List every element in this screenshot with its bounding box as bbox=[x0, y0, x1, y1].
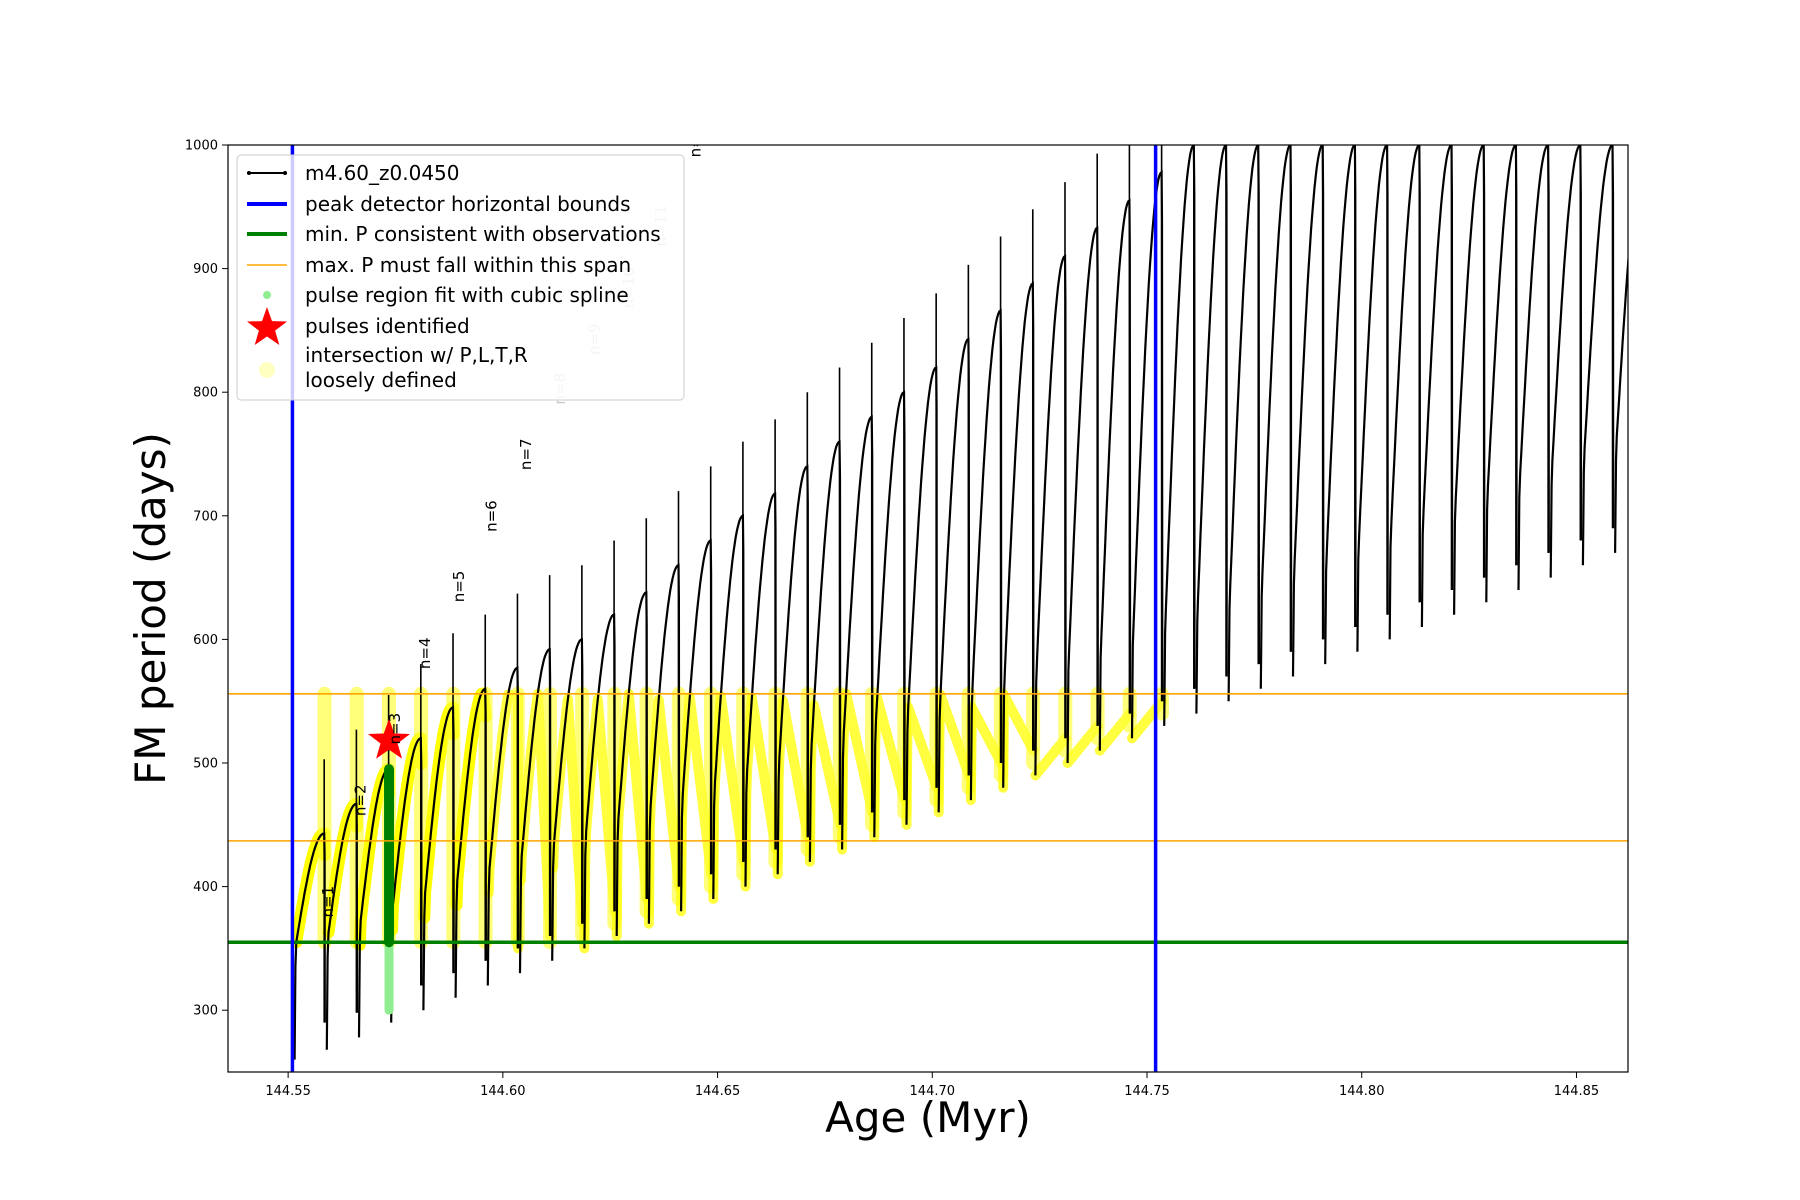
track-cycle-16 bbox=[776, 464, 810, 875]
track-cycle-36 bbox=[1420, 145, 1454, 628]
pulse-star bbox=[368, 718, 410, 759]
track-cycle-1 bbox=[293, 832, 326, 1060]
track-cycle-30 bbox=[1227, 145, 1260, 702]
x-tick-label-6: 144.80 bbox=[1339, 1084, 1385, 1099]
track-cycle-8 bbox=[518, 647, 552, 974]
annotation-n4: n=4 bbox=[416, 637, 434, 669]
track-cycle-19 bbox=[873, 390, 906, 838]
legend-handle-7 bbox=[259, 362, 275, 378]
track-cycle-13 bbox=[680, 538, 713, 912]
legend-handle-dot-a-1 bbox=[247, 171, 251, 175]
y-tick-label-1: 300 bbox=[193, 1004, 218, 1019]
track-cycle-32 bbox=[1291, 145, 1325, 677]
track-cycle-28 bbox=[1163, 145, 1196, 726]
track-cycle-37 bbox=[1453, 145, 1486, 615]
annotation-n3: n=3 bbox=[386, 713, 404, 745]
axes: 144.55 144.60 144.65 144.70 144.75 144.80 144.… bbox=[185, 139, 1629, 1099]
track-cycle-17 bbox=[808, 439, 842, 862]
plot-frame bbox=[227, 144, 1629, 1073]
track-cycle-20 bbox=[905, 365, 938, 825]
legend-handle-dot-b-1 bbox=[283, 171, 287, 175]
track-cycle-24 bbox=[1034, 254, 1067, 776]
track-cycle-6 bbox=[454, 687, 487, 998]
legend-label-5: pulse region fit with cubic spline bbox=[305, 283, 629, 307]
y-tick-label-2: 400 bbox=[193, 880, 218, 895]
track-cycle-11 bbox=[615, 590, 648, 937]
track-cycle-41 bbox=[1581, 145, 1615, 566]
legend-handle-5 bbox=[263, 291, 271, 299]
track-cycle-9 bbox=[551, 637, 584, 961]
y-tick-label-8: 1000 bbox=[185, 139, 218, 154]
track-cycle-23 bbox=[1002, 281, 1035, 788]
track-cycle-22 bbox=[969, 308, 1003, 801]
legend-label-6: pulses identified bbox=[305, 314, 470, 338]
track-cycle-14 bbox=[712, 514, 745, 900]
legend-box bbox=[236, 154, 685, 401]
legend-label-7: intersection w/ P,L,T,R bbox=[305, 343, 528, 367]
y-tick-label-3: 500 bbox=[193, 757, 218, 772]
y-tick-label-5: 700 bbox=[193, 509, 218, 524]
track-cycle-18 bbox=[841, 414, 874, 850]
legend-label-4: max. P must fall within this span bbox=[305, 253, 631, 277]
track-cycle-35 bbox=[1388, 145, 1421, 640]
track-cycle-4 bbox=[390, 736, 423, 1023]
x-axis-label: Age (Myr) bbox=[825, 1093, 1031, 1142]
track-cycle-38 bbox=[1485, 145, 1518, 603]
legend-label-1: m4.60_z0.0450 bbox=[305, 161, 460, 185]
track-cycle-33 bbox=[1324, 145, 1357, 665]
track-cycle-10 bbox=[583, 613, 616, 949]
track-cycle-39 bbox=[1517, 145, 1550, 591]
annotation-n6: n=6 bbox=[482, 500, 500, 532]
track-cycle-26 bbox=[1098, 198, 1132, 751]
annotation-n1: n=1 bbox=[319, 886, 337, 918]
legend-handle-6 bbox=[247, 307, 287, 345]
track-cycle-34 bbox=[1356, 145, 1389, 652]
y-tick-label-4: 600 bbox=[193, 633, 218, 648]
track-cycle-29 bbox=[1195, 145, 1228, 714]
track-cycle-5 bbox=[422, 705, 455, 1011]
y-tick-label-7: 900 bbox=[193, 262, 218, 277]
x-tick-label-7: 144.85 bbox=[1554, 1084, 1600, 1099]
annotation-n12: n=12 bbox=[686, 116, 704, 157]
x-tick-label-4: 144.70 bbox=[910, 1084, 956, 1099]
annotation-n7: n=7 bbox=[517, 438, 535, 470]
track-cycle-15 bbox=[744, 491, 777, 887]
x-tick-label-3: 144.65 bbox=[695, 1084, 741, 1099]
x-tick-label-2: 144.60 bbox=[480, 1084, 526, 1099]
y-tick-label-6: 800 bbox=[193, 386, 218, 401]
track-cycle-31 bbox=[1259, 145, 1293, 689]
legend-label-2: peak detector horizontal bounds bbox=[305, 192, 631, 216]
x-tick-label-1: 144.55 bbox=[265, 1084, 311, 1099]
legend-label-3: min. P consistent with observations bbox=[305, 222, 661, 246]
x-tick-label-5: 144.75 bbox=[1124, 1084, 1170, 1099]
track-cycle-7 bbox=[486, 666, 520, 986]
model-track bbox=[293, 145, 1628, 1060]
annotation-n2: n=2 bbox=[351, 784, 369, 816]
y-axis-label: FM period (days) bbox=[126, 432, 175, 785]
track-cycle-12 bbox=[647, 563, 681, 924]
annotation-n5: n=5 bbox=[450, 571, 468, 603]
legend-label-8: loosely defined bbox=[305, 368, 457, 392]
track-cycle-42 bbox=[1614, 250, 1628, 553]
plot-area: n=1n=2n=3n=4n=5n=6n=7n=8n=9n=10n=11n=12 bbox=[228, 116, 1628, 1072]
track-cycle-40 bbox=[1549, 145, 1583, 578]
track-cycle-21 bbox=[937, 337, 971, 813]
track-cycle-25 bbox=[1066, 225, 1099, 764]
track-cycle-27 bbox=[1130, 169, 1164, 739]
